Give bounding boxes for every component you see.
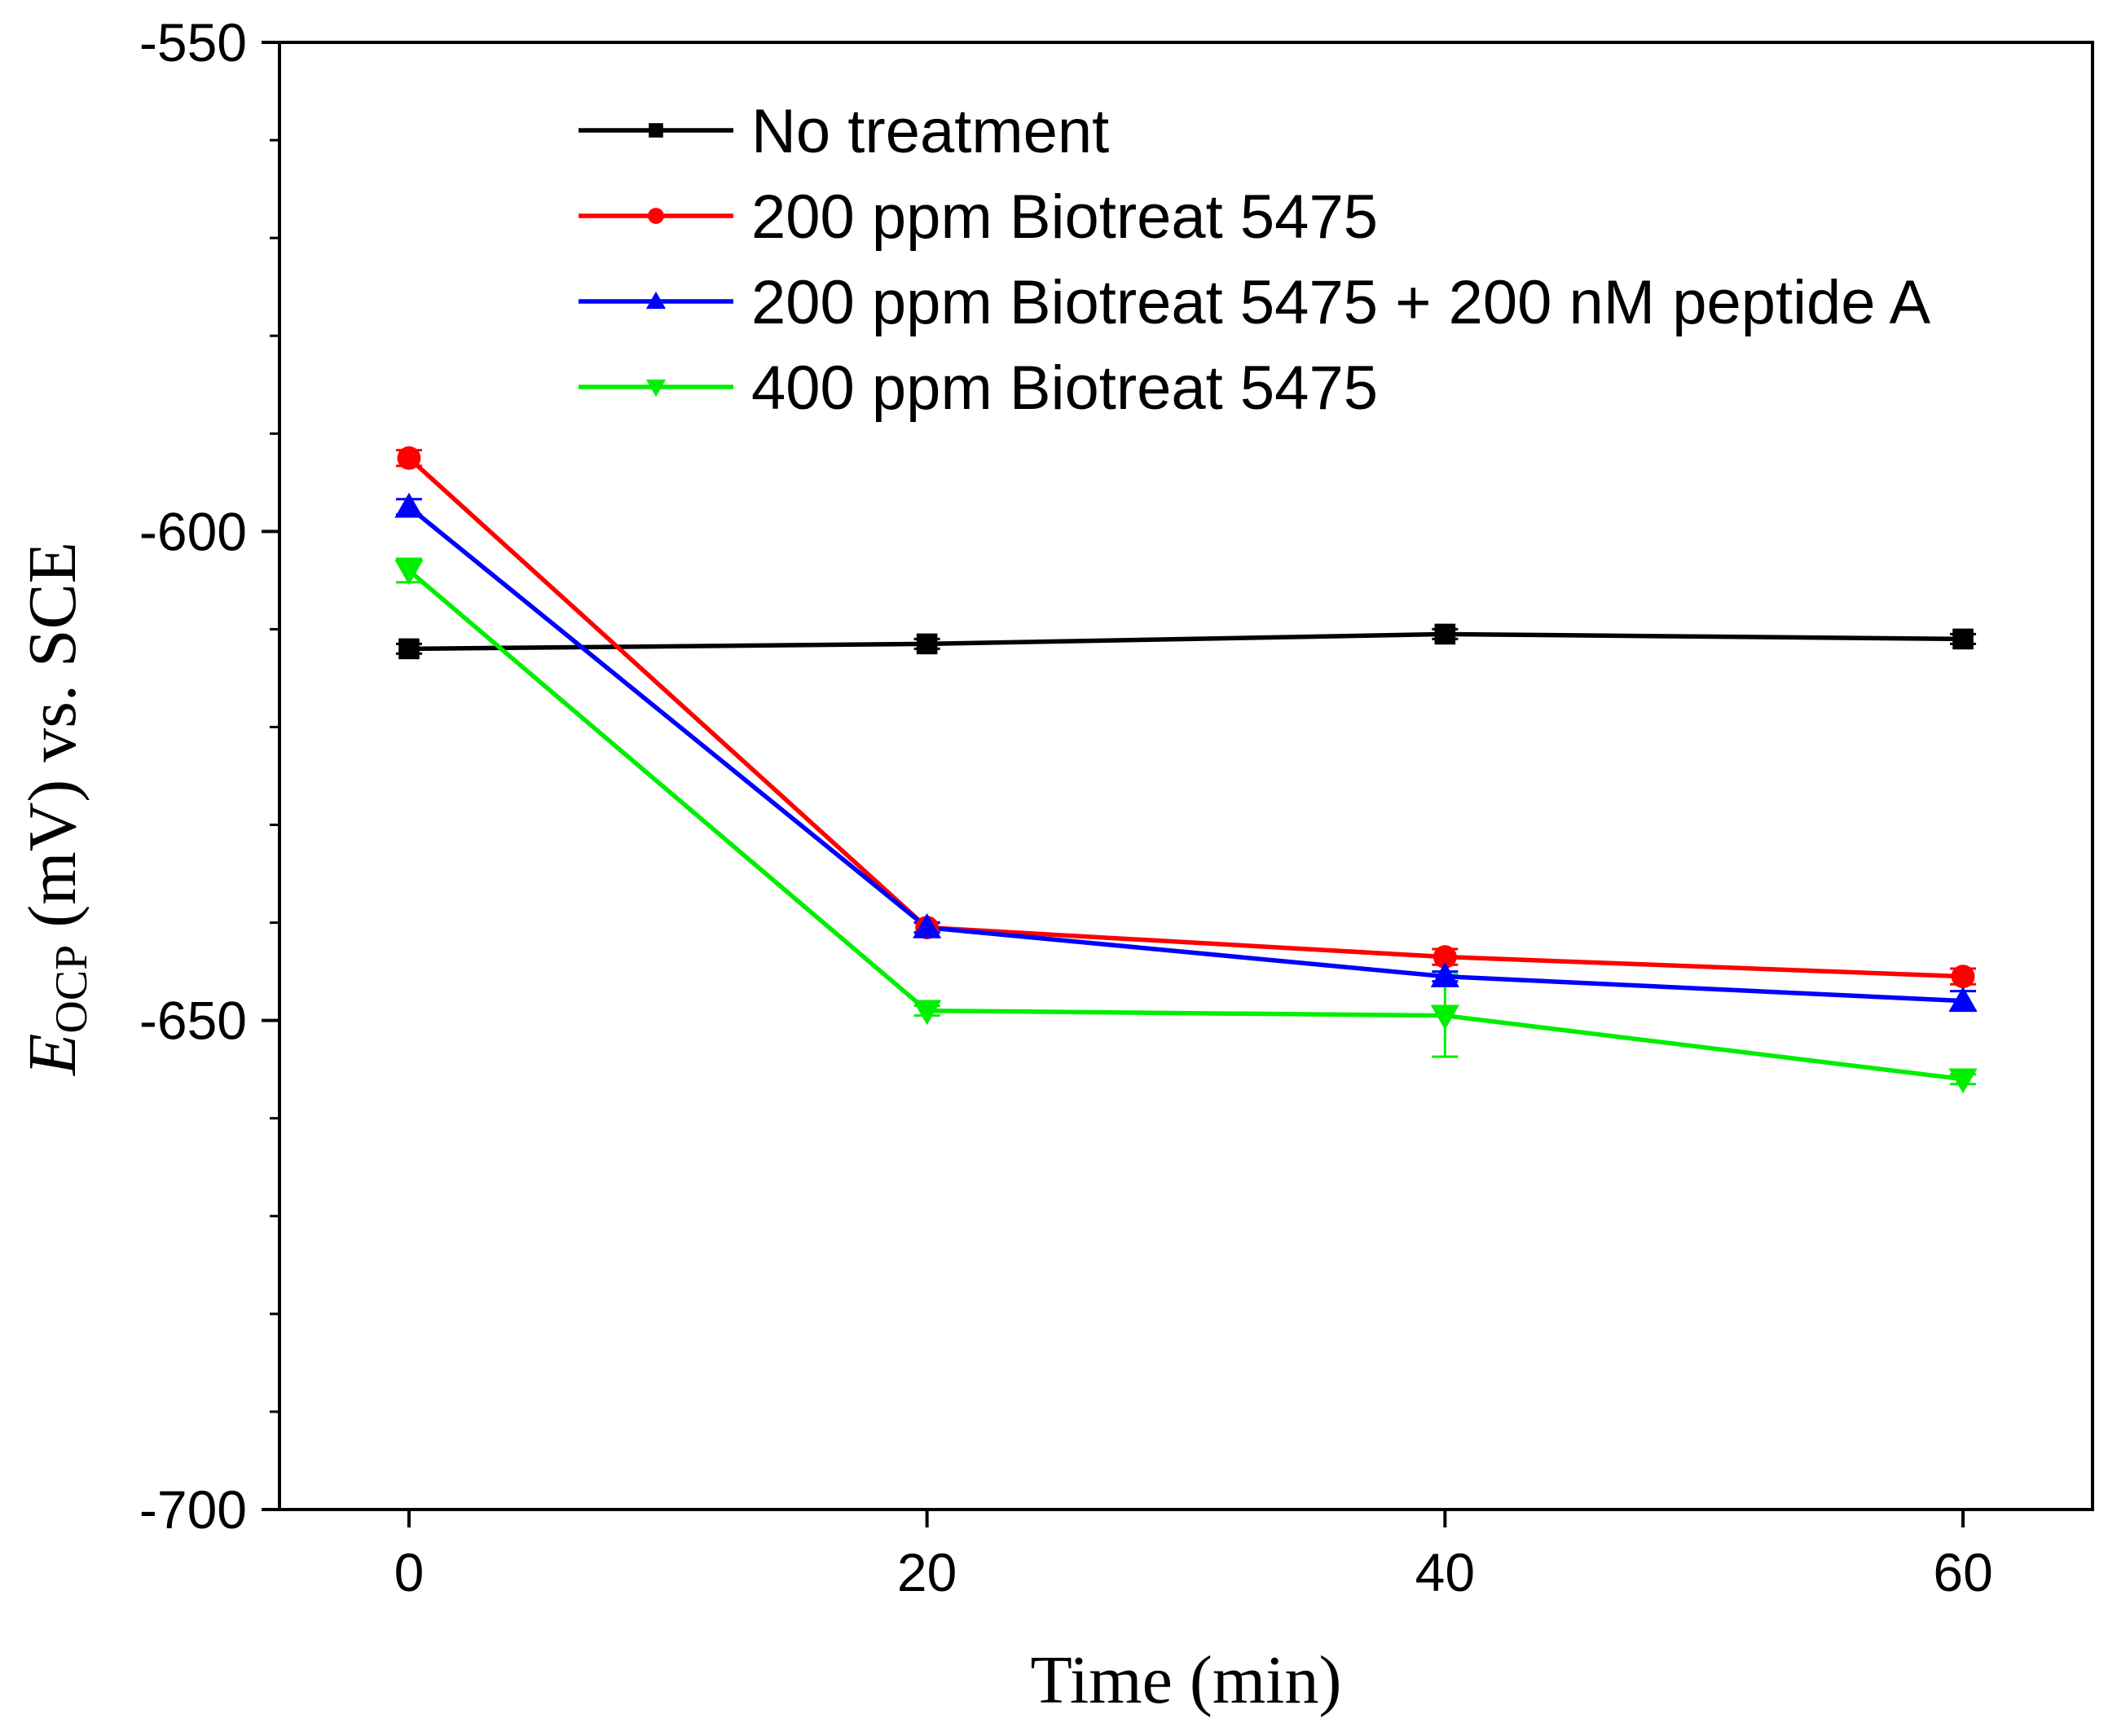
point-s3-p3 <box>1948 1068 1978 1094</box>
point-s1-p0 <box>397 446 421 470</box>
legend-label-2: 200 ppm Biotreat 5475 + 200 nM peptide A <box>751 268 1930 337</box>
x-tick-label-0: 0 <box>394 1542 425 1602</box>
legend: No treatment 200 ppm Biotreat 5475 200 ppm… <box>579 97 1930 423</box>
series-line-3 <box>407 569 1964 1082</box>
series-line-0 <box>408 631 1964 652</box>
point-s2-p2 <box>1430 962 1459 987</box>
series-line-2 <box>407 505 1964 1004</box>
point-s3-p1 <box>913 1000 942 1026</box>
legend-label-3: 400 ppm Biotreat 5475 <box>751 354 1378 423</box>
y-tick-label--600: -600 <box>139 501 247 561</box>
legend-label-0: No treatment <box>751 97 1109 166</box>
point-s0-p2 <box>1434 623 1456 645</box>
point-s0-p3 <box>1952 628 1974 650</box>
y-axis-title: EOCP (mV) vs. SCE <box>15 542 97 1076</box>
point-s2-p3 <box>1948 987 1978 1012</box>
legend-marker-3 <box>645 379 667 398</box>
point-s2-p1 <box>913 913 942 938</box>
series-markers <box>394 446 1978 1094</box>
y-tick-label--550: -550 <box>139 12 247 73</box>
x-axis-ticks: 0 20 40 60 <box>394 1510 1993 1602</box>
x-axis-title: Time (min) <box>1031 1642 1342 1718</box>
plot-area: 0 20 40 60 -700 -650 -600 -550 <box>139 12 2094 1602</box>
point-s3-p0 <box>394 560 424 585</box>
legend-marker-1 <box>648 208 664 224</box>
x-tick-label-20: 20 <box>897 1542 957 1602</box>
point-s0-p0 <box>398 638 420 660</box>
y-axis-ticks: -700 -650 -600 -550 <box>139 12 279 1540</box>
x-tick-label-40: 40 <box>1415 1542 1475 1602</box>
legend-label-1: 200 ppm Biotreat 5475 <box>751 182 1378 252</box>
point-s1-p2 <box>1432 945 1457 969</box>
y-axis-title-subscript: OCP <box>46 945 97 1034</box>
point-s3-p2 <box>1430 1004 1459 1031</box>
y-axis-title-main: E <box>15 1034 90 1076</box>
plot-frame <box>278 41 2094 1511</box>
y-tick-label--650: -650 <box>139 991 247 1051</box>
point-s1-p3 <box>1951 965 1975 989</box>
point-s0-p1 <box>916 633 938 655</box>
x-tick-label-60: 60 <box>1933 1542 1992 1602</box>
series-line-1 <box>407 456 1964 979</box>
point-s2-p0 <box>394 492 424 518</box>
y-axis-title-rest: (mV) vs. SCE <box>15 542 90 945</box>
y-tick-label--700: -700 <box>139 1479 247 1540</box>
series-lines <box>407 456 1964 1082</box>
legend-marker-2 <box>645 291 667 310</box>
legend-marker-0 <box>649 123 663 138</box>
